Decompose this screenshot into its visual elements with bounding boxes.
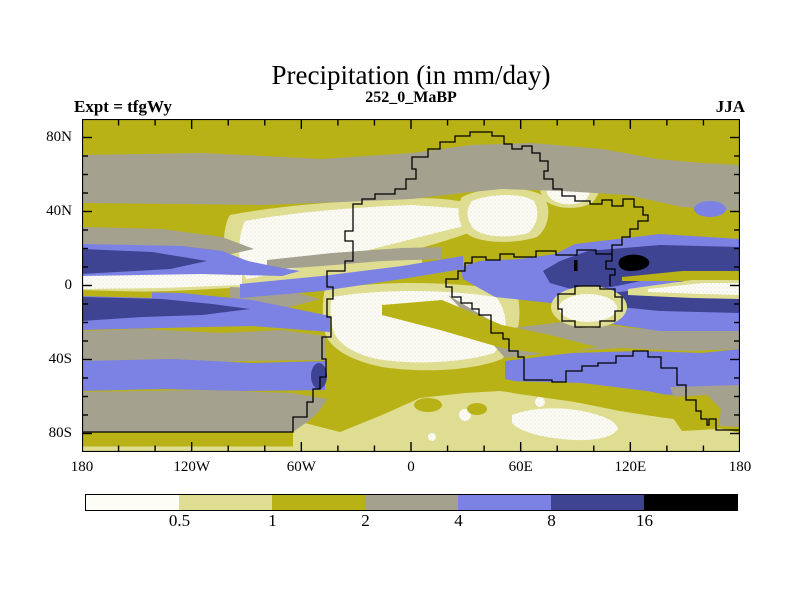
experiment-label: Expt = tfgWy bbox=[74, 97, 172, 116]
contour-dark-nw-wedge bbox=[82, 249, 207, 274]
contour-gray-north-band bbox=[82, 143, 740, 211]
x-tick-label: 120W bbox=[173, 459, 210, 475]
axis-ticks bbox=[83, 120, 739, 451]
contour-white-polar-2 bbox=[459, 409, 471, 421]
contour-dark-sw-band bbox=[82, 297, 250, 321]
x-tick-label: 0 bbox=[407, 459, 415, 475]
colorbar-level-label: 1 bbox=[268, 511, 277, 530]
contour-olive-coast-margin-sea bbox=[507, 381, 697, 409]
contour-white-polar-4 bbox=[588, 423, 602, 437]
y-tick-label: 40S bbox=[48, 350, 72, 367]
x-tick-label: 180 bbox=[728, 459, 752, 475]
coastline-bay-stub bbox=[605, 254, 616, 286]
contour-white-island bbox=[559, 294, 617, 322]
page-title: Precipitation (in mm/day) bbox=[271, 60, 551, 90]
colorbar-segment bbox=[86, 495, 179, 510]
contour-blue-sw-40-55s bbox=[82, 359, 325, 391]
colorbar-segment bbox=[179, 495, 272, 510]
contour-white-equator-strip bbox=[82, 273, 242, 289]
contour-olive-polar-mottle-2 bbox=[467, 403, 487, 415]
coastline-pangea bbox=[82, 131, 740, 433]
colorbar-segment bbox=[365, 495, 458, 510]
colorbar-level-label: 4 bbox=[454, 511, 463, 530]
y-tick-label: 40N bbox=[46, 202, 72, 219]
y-tick-label: 80S bbox=[48, 424, 72, 441]
y-tick-label: 0 bbox=[64, 276, 73, 293]
x-tick-label: 60E bbox=[508, 459, 533, 475]
colorbar-level-label: 8 bbox=[547, 511, 556, 530]
contour-gray-equatorial-streak bbox=[267, 247, 442, 270]
colorbar-level-label: 16 bbox=[636, 511, 653, 530]
colorbar-level-label: 0.5 bbox=[168, 511, 191, 530]
colorbar-segment bbox=[272, 495, 365, 510]
coastline-island bbox=[557, 285, 623, 328]
plot-subtitle: 252_0_MaBP bbox=[365, 89, 457, 106]
season-label: JJA bbox=[715, 97, 745, 116]
colorbar-level-label: 2 bbox=[361, 511, 370, 530]
x-tick-label: 120E bbox=[614, 459, 647, 475]
y-tick-label: 80N bbox=[46, 128, 72, 145]
contour-blue-ne-notch bbox=[694, 201, 726, 217]
x-tick-label: 180 bbox=[70, 459, 94, 475]
contour-olive-coast-margin-land bbox=[382, 300, 597, 355]
contour-black-mark bbox=[574, 260, 578, 271]
contour-white-polar-3 bbox=[535, 397, 545, 407]
contour-blue-itcz-streak bbox=[240, 256, 463, 298]
contour-gray-sw-25-40s bbox=[82, 329, 325, 365]
contour-gray-sw-55-75s bbox=[82, 390, 327, 432]
contour-olive-polar-mottle-1 bbox=[414, 398, 442, 412]
contour-olive-se-patch bbox=[670, 395, 721, 431]
contour-dark-coast-patch bbox=[311, 363, 327, 389]
contour-white-ne-1 bbox=[467, 195, 538, 237]
contour-white-polar-5 bbox=[428, 433, 436, 441]
colorbar-segment bbox=[551, 495, 644, 510]
colorbar-segment bbox=[458, 495, 551, 510]
contour-olive-east-sliver bbox=[622, 271, 740, 281]
contour-map bbox=[82, 119, 740, 452]
x-tick-label: 60W bbox=[286, 459, 316, 475]
contour-black-blob bbox=[618, 254, 650, 271]
contour-white-east-strip bbox=[648, 283, 740, 295]
colorbar bbox=[85, 494, 738, 511]
contour-olive-equator-sliver bbox=[82, 290, 152, 298]
colorbar-segment bbox=[644, 495, 737, 510]
